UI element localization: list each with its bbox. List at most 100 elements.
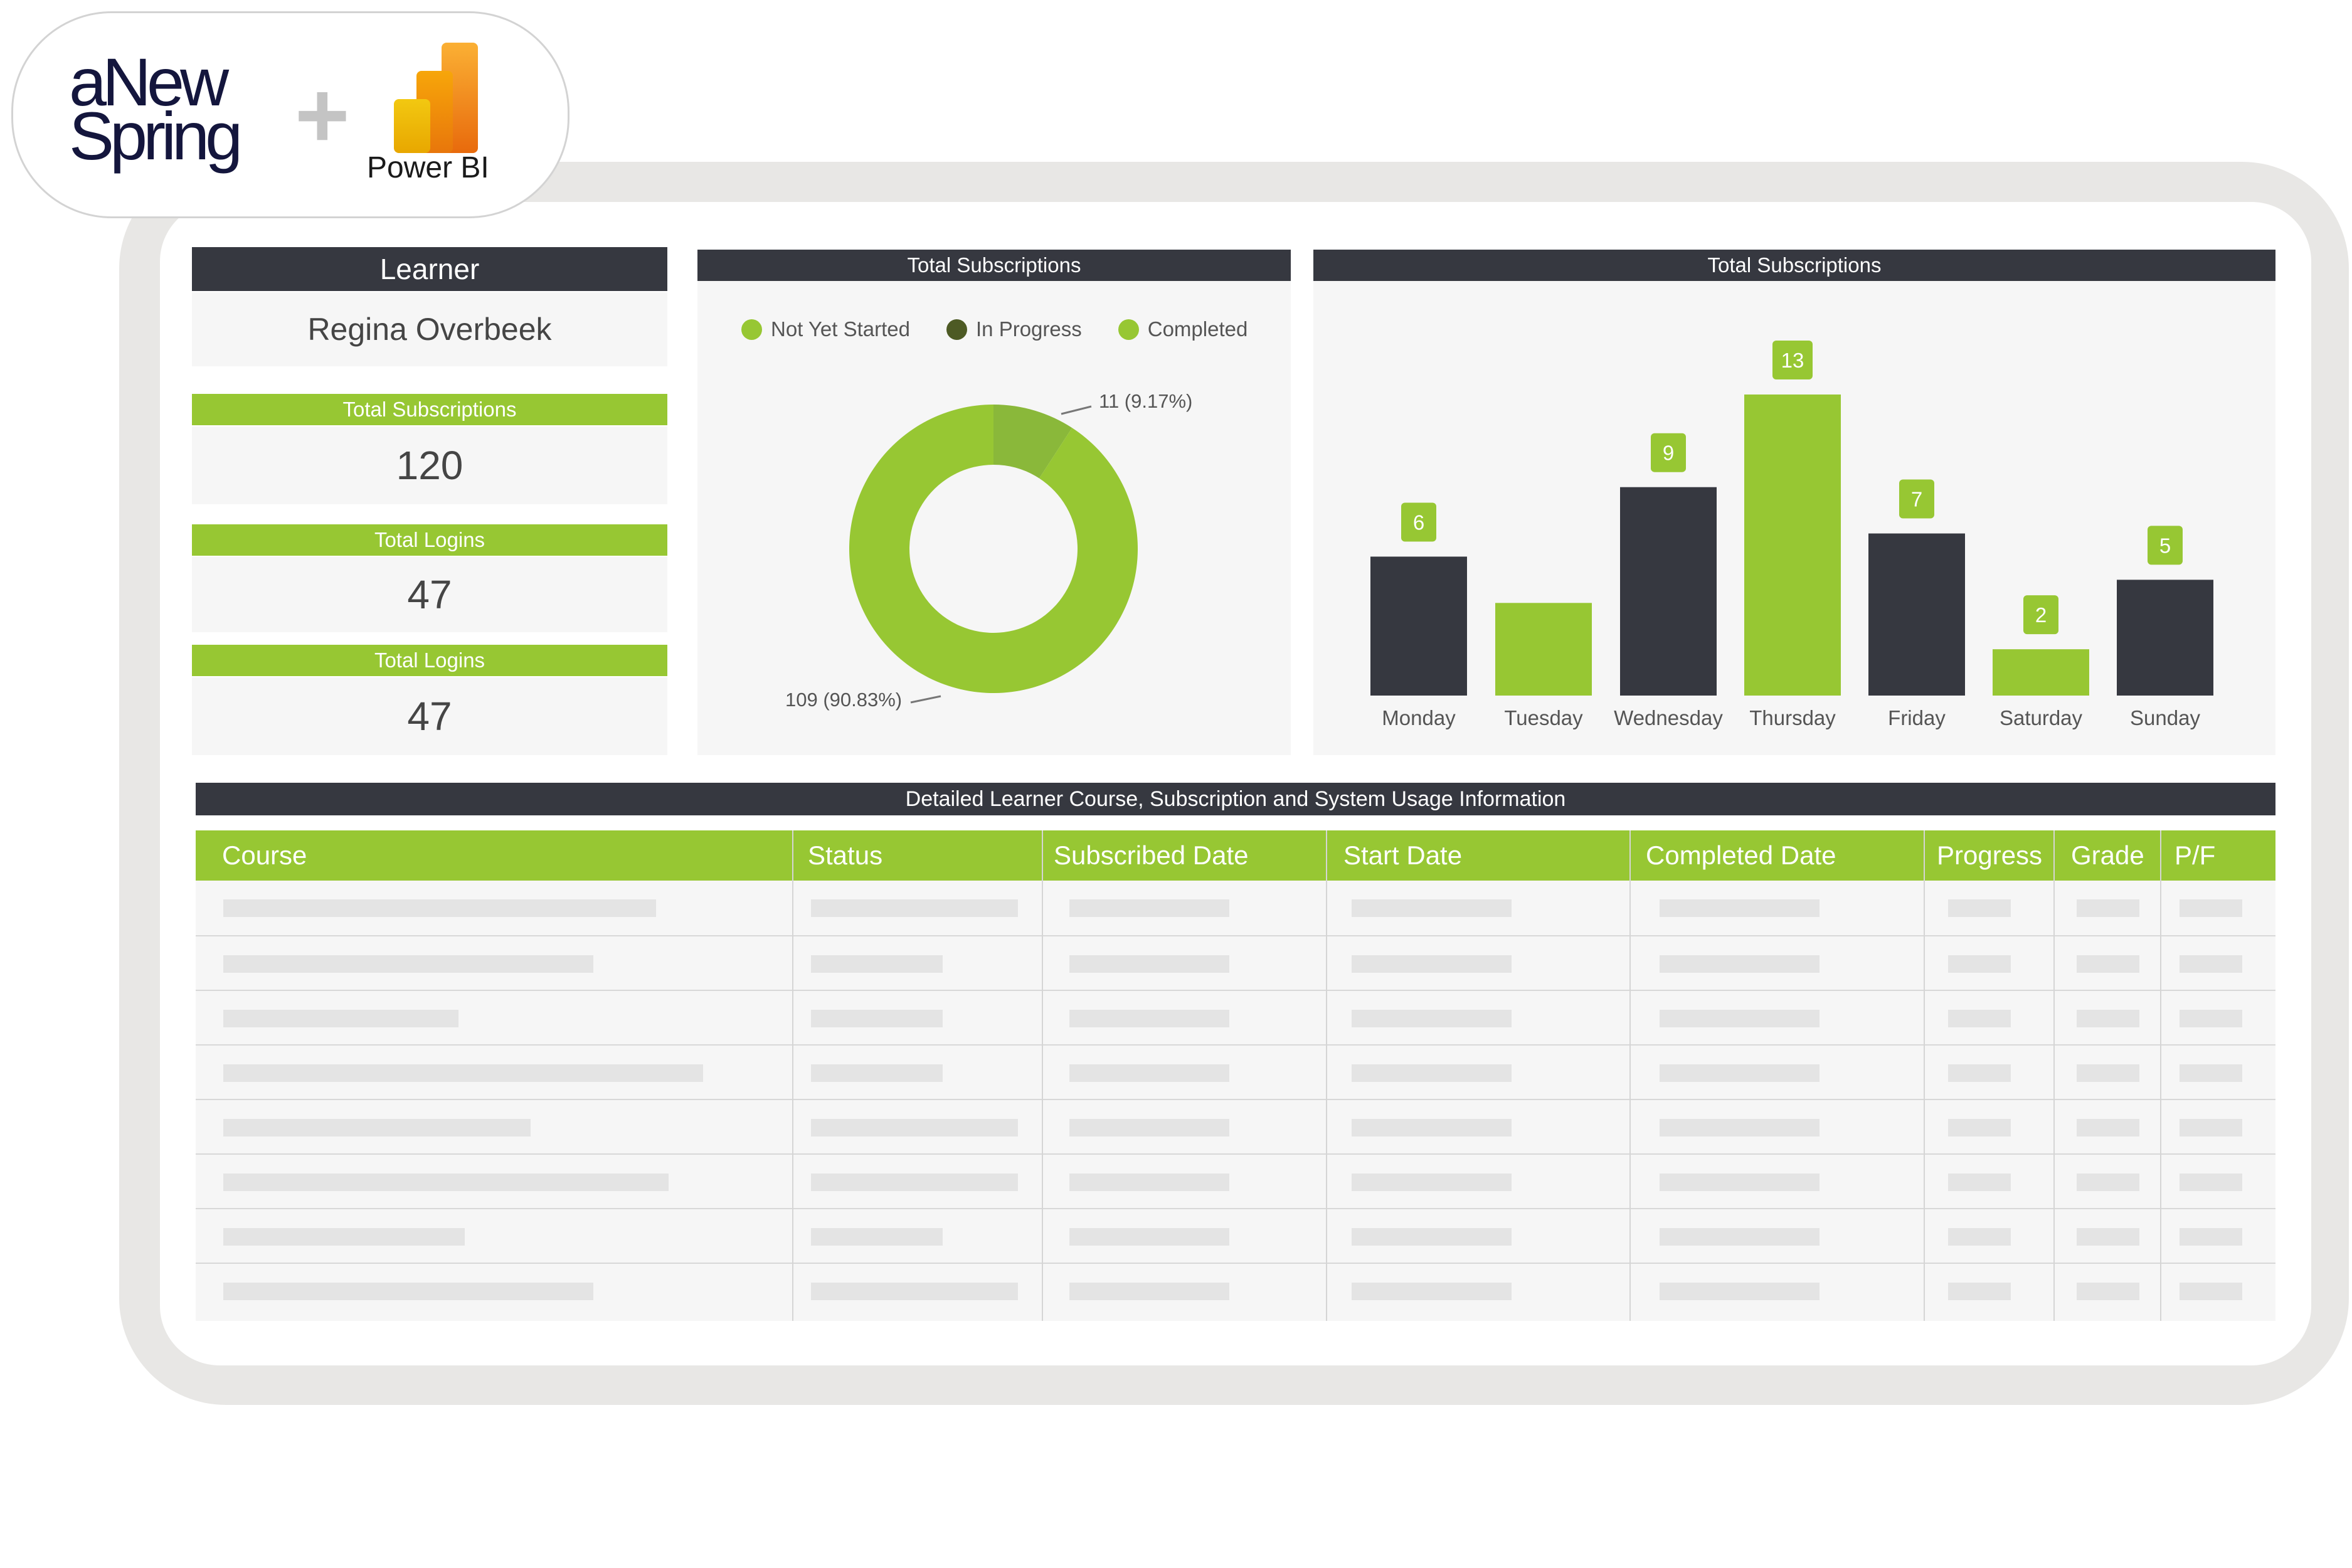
legend-item-not-yet-started[interactable]: Not Yet Started (741, 317, 910, 341)
cell-placeholder (223, 1119, 531, 1136)
cell-placeholder (223, 1228, 465, 1246)
column-header-status[interactable]: Status (808, 840, 883, 870)
cell-placeholder (1660, 1173, 1820, 1191)
cell-placeholder (2077, 955, 2139, 973)
legend-swatch (741, 319, 762, 340)
cell-placeholder (223, 1283, 593, 1300)
cell-placeholder (811, 1173, 1018, 1191)
column-header-course[interactable]: Course (222, 840, 307, 870)
cell-placeholder (1660, 1119, 1820, 1136)
table-row[interactable] (196, 1153, 2275, 1209)
bar-value-label: 6 (1413, 511, 1424, 534)
legend-item-completed[interactable]: Completed (1118, 317, 1248, 341)
column-divider (1326, 830, 1327, 1321)
cell-placeholder (811, 1010, 943, 1027)
column-divider (1042, 830, 1043, 1321)
table-row[interactable] (196, 1208, 2275, 1264)
column-header-grade[interactable]: Grade (2071, 840, 2144, 870)
legend-swatch (946, 319, 967, 340)
kpi-value-total-logins-2: 47 (192, 677, 667, 755)
cell-placeholder (2180, 1228, 2242, 1246)
bar-friday[interactable] (1868, 533, 1965, 696)
bar-value-label: 2 (2035, 603, 2047, 627)
bar-value-badge (1651, 433, 1686, 472)
x-tick-label-friday: Friday (1888, 706, 1946, 729)
donut-slice-completed[interactable] (849, 405, 1138, 693)
bar-panel-title: Total Subscriptions (1313, 250, 2275, 281)
table-row[interactable] (196, 935, 2275, 991)
cell-placeholder (811, 1228, 943, 1246)
learner-card-header: Learner (192, 247, 667, 291)
kpi-value-total-logins: 47 (192, 557, 667, 632)
donut-slice-not-yet-started[interactable] (993, 405, 1073, 479)
x-tick-label-wednesday: Wednesday (1614, 706, 1723, 729)
legend-label: Not Yet Started (771, 317, 910, 341)
column-header-progress[interactable]: Progress (1937, 840, 2043, 870)
cell-placeholder (223, 1010, 458, 1027)
column-divider (1924, 830, 1925, 1321)
cell-placeholder (811, 955, 943, 973)
table-row[interactable] (196, 990, 2275, 1046)
cell-placeholder (1948, 1119, 2011, 1136)
cell-placeholder (2077, 899, 2139, 917)
table-row[interactable] (196, 881, 2275, 935)
table-row[interactable] (196, 1044, 2275, 1100)
legend-label: In Progress (976, 317, 1082, 341)
cell-placeholder (1660, 1228, 1820, 1246)
x-tick-label-tuesday: Tuesday (1504, 706, 1583, 729)
bar-saturday[interactable] (1993, 649, 2089, 696)
bar-value-badge (1899, 479, 1934, 519)
cell-placeholder (2077, 1228, 2139, 1246)
bar-tuesday[interactable] (1495, 603, 1592, 696)
bar-chart: 6 9 13 7 2 5 (1370, 341, 2213, 696)
cell-placeholder (223, 955, 593, 973)
donut-callout-large: 109 (90.83%) (785, 689, 903, 711)
learner-name: Regina Overbeek (192, 292, 667, 366)
legend-item-in-progress[interactable]: In Progress (946, 317, 1082, 341)
cell-placeholder (2180, 1010, 2242, 1027)
cell-placeholder (2180, 1283, 2242, 1300)
bar-thursday[interactable] (1744, 395, 1841, 696)
cell-placeholder (1069, 1283, 1229, 1300)
cell-placeholder (1069, 899, 1229, 917)
cell-placeholder (1069, 1010, 1229, 1027)
cell-placeholder (811, 1283, 1018, 1300)
bar-sunday[interactable] (2117, 580, 2213, 696)
cell-placeholder (1948, 1010, 2011, 1027)
column-header-subscribed-date[interactable]: Subscribed Date (1054, 840, 1249, 870)
legend-label: Completed (1147, 317, 1248, 341)
cell-placeholder (1660, 955, 1820, 973)
donut-legend: Not Yet Started In Progress Completed (741, 317, 1248, 341)
column-header-start-date[interactable]: Start Date (1343, 840, 1463, 870)
cell-placeholder (2180, 1064, 2242, 1082)
cell-placeholder (1352, 899, 1512, 917)
cell-placeholder (1069, 955, 1229, 973)
table-header: Course Status Subscribed Date Start Date… (196, 830, 2275, 881)
cell-placeholder (1352, 1283, 1512, 1300)
bar-wednesday[interactable] (1620, 487, 1717, 696)
column-divider (1629, 830, 1631, 1321)
bar-monday[interactable] (1370, 556, 1467, 696)
table-row[interactable] (196, 1099, 2275, 1155)
column-header-completed-date[interactable]: Completed Date (1646, 840, 1836, 870)
column-header-pf[interactable]: P/F (2175, 840, 2216, 870)
column-divider (2053, 830, 2055, 1321)
anewspring-logo: aNew Spring (69, 48, 243, 174)
cell-placeholder (2180, 1119, 2242, 1136)
donut-panel-title: Total Subscriptions (697, 250, 1291, 281)
table-row[interactable] (196, 1263, 2275, 1318)
brand-line-2: Spring (69, 98, 243, 174)
cell-placeholder (223, 1064, 703, 1082)
cell-placeholder (2077, 1283, 2139, 1300)
kpi-label-total-subscriptions: Total Subscriptions (192, 394, 667, 425)
cell-placeholder (2077, 1119, 2139, 1136)
cell-placeholder (1948, 899, 2011, 917)
x-tick-label-monday: Monday (1382, 706, 1456, 729)
x-tick-label-sunday: Sunday (2130, 706, 2200, 729)
bar-value-badge (2023, 595, 2058, 635)
cell-placeholder (1660, 1064, 1820, 1082)
cell-placeholder (2077, 1173, 2139, 1191)
donut-chart (849, 405, 1138, 704)
callout-line-large (910, 695, 941, 704)
power-bi-logo-icon (394, 43, 478, 153)
